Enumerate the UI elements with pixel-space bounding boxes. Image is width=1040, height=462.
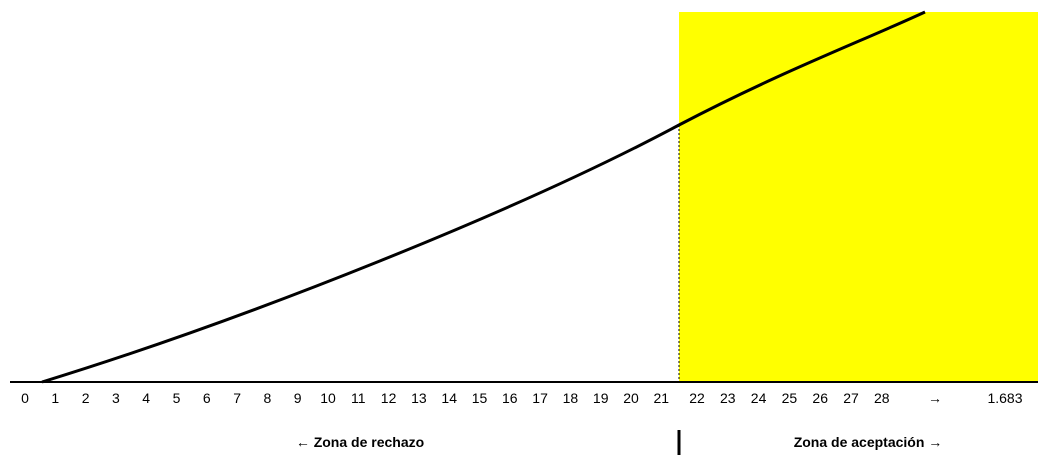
- axis-label: 4: [142, 390, 150, 406]
- acceptance-zone-label: Zona de aceptación →: [794, 434, 943, 450]
- axis-label: 25: [782, 390, 798, 406]
- axis-label: →: [928, 390, 942, 406]
- axis-label: 14: [441, 390, 457, 406]
- axis-label: 1: [51, 390, 59, 406]
- axis-label: 18: [563, 390, 579, 406]
- axis-label: 19: [593, 390, 609, 406]
- axis-label: 13: [411, 390, 427, 406]
- axis-label: 28: [874, 390, 890, 406]
- axis-label: 23: [720, 390, 736, 406]
- axis-label: 17: [532, 390, 548, 406]
- axis-label: 27: [843, 390, 859, 406]
- axis-label: 9: [294, 390, 302, 406]
- axis-label: 24: [751, 390, 767, 406]
- rejection-zone-label: ← Zona de rechazo: [296, 434, 424, 450]
- axis-label: 21: [654, 390, 670, 406]
- curve: [41, 10, 926, 384]
- axis-label: 5: [173, 390, 181, 406]
- axis-label: 15: [472, 390, 488, 406]
- axis-label: 6: [203, 390, 211, 406]
- axis-label: 20: [623, 390, 639, 406]
- axis-label: 0: [21, 390, 29, 406]
- axis-label: 2: [82, 390, 90, 406]
- axis-labels: 0 1 2 3 4 5 6 7 8 9 10 11 12 13 14 15 16 17 18 19 20 21 22 23 24…: [21, 390, 1023, 406]
- axis-label: 11: [351, 390, 366, 406]
- axis-label: 8: [264, 390, 272, 406]
- axis-label: 12: [381, 390, 397, 406]
- axis-label: 16: [502, 390, 518, 406]
- axis-label: 10: [320, 390, 336, 406]
- axis-label: 22: [689, 390, 705, 406]
- axis-label: 1.683: [987, 390, 1022, 406]
- axis-label: 7: [233, 390, 241, 406]
- axis-label: 26: [812, 390, 828, 406]
- axis-label: 3: [112, 390, 120, 406]
- acceptance-area: [679, 12, 1038, 382]
